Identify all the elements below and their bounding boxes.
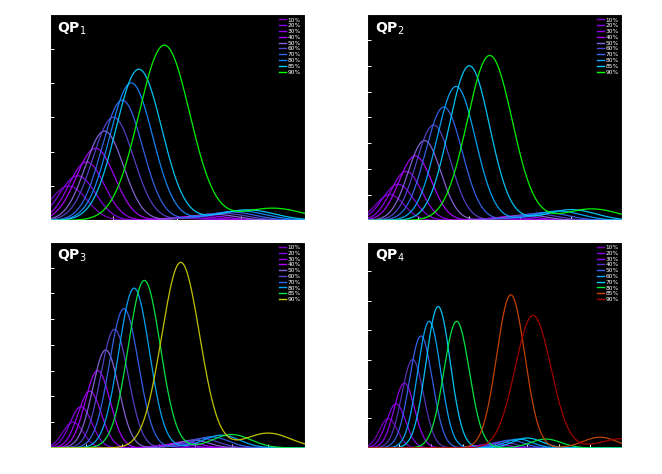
Text: QP$_4$: QP$_4$ xyxy=(375,248,404,264)
Legend: 10%, 20%, 30%, 40%, 50%, 60%, 70%, 80%, 85%, 90%: 10%, 20%, 30%, 40%, 50%, 60%, 70%, 80%, … xyxy=(596,245,619,303)
Y-axis label: Reflectance %: Reflectance % xyxy=(341,318,350,372)
Y-axis label: Reflectance (%): Reflectance (%) xyxy=(23,315,32,375)
Text: QP$_3$: QP$_3$ xyxy=(58,248,87,264)
Legend: 10%, 20%, 30%, 40%, 50%, 60%, 70%, 80%, 85%, 90%: 10%, 20%, 30%, 40%, 50%, 60%, 70%, 80%, … xyxy=(278,17,301,75)
Text: QP$_2$: QP$_2$ xyxy=(375,20,404,37)
X-axis label: Wavelength (nm): Wavelength (nm) xyxy=(459,240,531,249)
Y-axis label: Reflectance (%): Reflectance (%) xyxy=(23,87,32,147)
X-axis label: Wavelength (nm): Wavelength (nm) xyxy=(141,240,213,249)
Y-axis label: Reflectance (%): Reflectance (%) xyxy=(341,87,350,147)
Legend: 10%, 20%, 30%, 40%, 50%, 60%, 70%, 80%, 85%, 90%: 10%, 20%, 30%, 40%, 50%, 60%, 70%, 80%, … xyxy=(278,245,301,303)
Text: QP$_1$: QP$_1$ xyxy=(58,20,87,37)
X-axis label: Wavelength (nm): Wavelength (nm) xyxy=(141,467,213,474)
X-axis label: Wavelength (nm): Wavelength (nm) xyxy=(459,467,531,474)
Legend: 10%, 20%, 30%, 40%, 50%, 60%, 70%, 80%, 85%, 90%: 10%, 20%, 30%, 40%, 50%, 60%, 70%, 80%, … xyxy=(596,17,619,75)
